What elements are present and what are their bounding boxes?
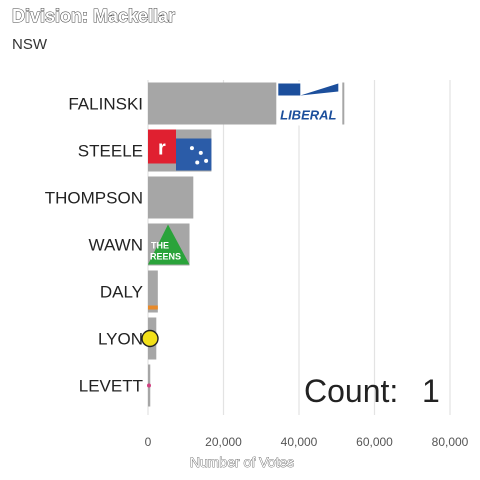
count-readout: Count: 1 [304, 373, 440, 409]
x-tick-label: 80,000 [432, 435, 469, 449]
category-label: LYON [98, 330, 143, 349]
party-mark [147, 383, 151, 388]
svg-text:REENS: REENS [150, 252, 181, 262]
category-label: WAWN [89, 236, 143, 255]
count-value: 1 [422, 373, 440, 409]
x-tick-labels: 0 20,000 40,000 60,000 80,000 [145, 435, 469, 449]
category-labels: FALINSKI STEELE THOMPSON WAWN DALY LYON LEVETT [45, 95, 143, 396]
count-label: Count: [304, 373, 398, 409]
x-tick-label: 20,000 [205, 435, 242, 449]
category-label: FALINSKI [68, 95, 143, 114]
category-label: THOMPSON [45, 189, 143, 208]
svg-text:LIBERAL: LIBERAL [280, 108, 336, 123]
svg-text:r: r [158, 138, 166, 160]
category-label: STEELE [78, 142, 143, 161]
bar-daly [148, 270, 158, 313]
x-tick-label: 60,000 [356, 435, 393, 449]
liberal-logo: LIBERAL [276, 81, 343, 126]
x-tick-label: 40,000 [281, 435, 318, 449]
x-axis-label: Number of Votes [190, 454, 294, 470]
bar-thompson [148, 176, 194, 219]
x-tick-label: 0 [145, 435, 152, 449]
independent-logo: r [148, 129, 212, 171]
party-logo [141, 329, 159, 348]
category-label: DALY [100, 283, 143, 302]
svg-text:THE: THE [151, 241, 169, 251]
chart-subtitle: NSW [12, 36, 47, 53]
chart-title: Division: Mackellar [11, 6, 176, 27]
party-mark [148, 305, 158, 310]
category-label: LEVETT [79, 377, 143, 396]
